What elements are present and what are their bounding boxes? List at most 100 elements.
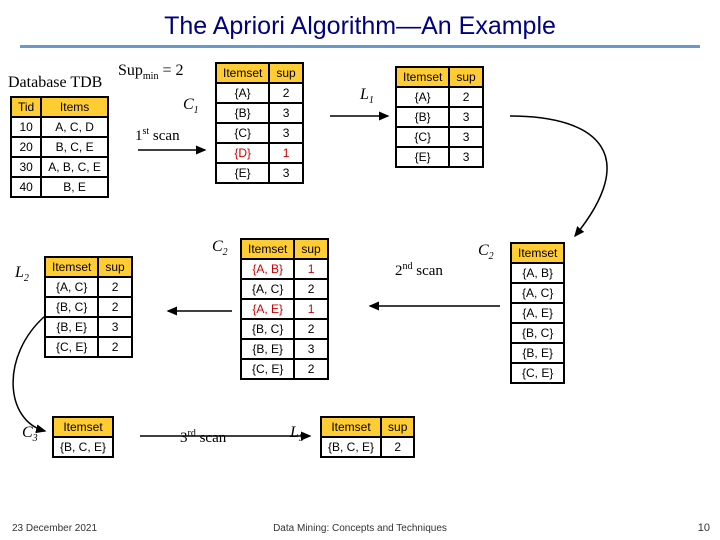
table-header: sup bbox=[294, 239, 327, 259]
table-cell: 2 bbox=[269, 83, 302, 103]
scan2-label: 2nd scan bbox=[395, 261, 443, 280]
table-cell: {E} bbox=[396, 147, 449, 167]
c2-list-table: Itemset{A, B}{A, C}{A, E}{B, C}{B, E}{C,… bbox=[510, 242, 565, 384]
table-row: {B, C} bbox=[511, 323, 564, 343]
table-cell: {B, C, E} bbox=[53, 437, 113, 457]
scan1-label: 1st scan bbox=[135, 126, 180, 145]
table-cell: {E} bbox=[216, 163, 269, 183]
table-row: {A, E} bbox=[511, 303, 564, 323]
table-row: {C, E} bbox=[511, 363, 564, 383]
table-cell: 30 bbox=[11, 157, 41, 177]
footer-date: 23 December 2021 bbox=[12, 523, 97, 534]
table-cell: {A, E} bbox=[241, 299, 294, 319]
scan3-label: 3rd scan bbox=[180, 428, 226, 447]
c3-table: Itemset{B, C, E} bbox=[52, 416, 114, 458]
l2-label: L2 bbox=[15, 264, 29, 284]
table-row: {A, B} bbox=[511, 263, 564, 283]
table-header: Items bbox=[41, 97, 108, 117]
table-cell: {C, E} bbox=[511, 363, 564, 383]
table-cell: 2 bbox=[98, 297, 131, 317]
table-header: Itemset bbox=[396, 67, 449, 87]
table-cell: {A, E} bbox=[511, 303, 564, 323]
table-cell: {B, E} bbox=[511, 343, 564, 363]
footer-page: 10 bbox=[698, 522, 710, 534]
table-cell: 2 bbox=[294, 359, 327, 379]
table-row: {E}3 bbox=[396, 147, 483, 167]
table-cell: 3 bbox=[269, 123, 302, 143]
table-cell: 40 bbox=[11, 177, 41, 197]
title-underline bbox=[20, 45, 700, 48]
supmin-label: Supmin = 2 bbox=[118, 62, 184, 82]
table-cell: 3 bbox=[269, 163, 302, 183]
table-row: 30A, B, C, E bbox=[11, 157, 108, 177]
table-cell: 10 bbox=[11, 117, 41, 137]
table-cell: {C, E} bbox=[45, 337, 98, 357]
supmin-pre: Sup bbox=[118, 62, 143, 79]
table-header: Itemset bbox=[53, 417, 113, 437]
table-cell: B, E bbox=[41, 177, 108, 197]
table-cell: {B} bbox=[396, 107, 449, 127]
c2-sup-label: C2 bbox=[212, 238, 228, 258]
table-row: {A, B}1 bbox=[241, 259, 328, 279]
table-header: Itemset bbox=[45, 257, 98, 277]
table-cell: 3 bbox=[98, 317, 131, 337]
table-row: {A, C}2 bbox=[45, 277, 132, 297]
table-cell: {C} bbox=[216, 123, 269, 143]
table-cell: {B, C} bbox=[45, 297, 98, 317]
table-row: {A, E}1 bbox=[241, 299, 328, 319]
table-header: sup bbox=[98, 257, 131, 277]
l1-label: L1 bbox=[360, 86, 374, 106]
table-cell: {A, B} bbox=[511, 263, 564, 283]
table-row: {B, E}3 bbox=[241, 339, 328, 359]
table-cell: 1 bbox=[294, 299, 327, 319]
table-cell: {A} bbox=[216, 83, 269, 103]
table-cell: 2 bbox=[449, 87, 482, 107]
table-cell: {B, C} bbox=[511, 323, 564, 343]
table-cell: {B, C, E} bbox=[321, 437, 381, 457]
table-cell: {B, C} bbox=[241, 319, 294, 339]
c1-table: Itemsetsup{A}2{B}3{C}3{D}1{E}3 bbox=[215, 62, 304, 184]
supmin-sub: min bbox=[143, 71, 159, 82]
table-row: {B}3 bbox=[396, 107, 483, 127]
table-header: Itemset bbox=[321, 417, 381, 437]
table-cell: 3 bbox=[269, 103, 302, 123]
c2-list-label: C2 bbox=[478, 242, 494, 262]
table-row: {B, C}2 bbox=[241, 319, 328, 339]
table-cell: A, B, C, E bbox=[41, 157, 108, 177]
table-cell: {B} bbox=[216, 103, 269, 123]
table-cell: {C} bbox=[396, 127, 449, 147]
table-cell: 3 bbox=[449, 107, 482, 127]
table-cell: 1 bbox=[294, 259, 327, 279]
table-header: sup bbox=[269, 63, 302, 83]
l3-label: L3 bbox=[290, 424, 304, 444]
table-header: Itemset bbox=[241, 239, 294, 259]
table-cell: 2 bbox=[381, 437, 414, 457]
table-cell: {A, C} bbox=[241, 279, 294, 299]
table-row: {B, C}2 bbox=[45, 297, 132, 317]
table-cell: 2 bbox=[294, 279, 327, 299]
database-label: Database TDB bbox=[8, 74, 102, 92]
table-row: {A, C}2 bbox=[241, 279, 328, 299]
supmin-post: = 2 bbox=[158, 62, 183, 79]
table-row: {C}3 bbox=[396, 127, 483, 147]
table-row: {A, C} bbox=[511, 283, 564, 303]
table-row: {A}2 bbox=[396, 87, 483, 107]
table-cell: 1 bbox=[269, 143, 302, 163]
c1-label: C1 bbox=[183, 96, 199, 116]
c2-sup-table: Itemsetsup{A, B}1{A, C}2{A, E}1{B, C}2{B… bbox=[240, 238, 329, 380]
table-cell: 3 bbox=[449, 147, 482, 167]
slide-title: The Apriori Algorithm—An Example bbox=[0, 0, 720, 45]
table-row: {E}3 bbox=[216, 163, 303, 183]
table-row: 40B, E bbox=[11, 177, 108, 197]
table-row: {D}1 bbox=[216, 143, 303, 163]
l2-table: Itemsetsup{A, C}2{B, C}2{B, E}3{C, E}2 bbox=[44, 256, 133, 358]
table-row: {B, C, E} bbox=[53, 437, 113, 457]
content-area: Database TDB Supmin = 2 TidItems10A, C, … bbox=[0, 56, 720, 516]
table-cell: 2 bbox=[294, 319, 327, 339]
table-cell: B, C, E bbox=[41, 137, 108, 157]
table-cell: {A, C} bbox=[45, 277, 98, 297]
table-cell: {D} bbox=[216, 143, 269, 163]
table-cell: A, C, D bbox=[41, 117, 108, 137]
footer-center: Data Mining: Concepts and Techniques bbox=[273, 523, 447, 534]
table-row: 20B, C, E bbox=[11, 137, 108, 157]
